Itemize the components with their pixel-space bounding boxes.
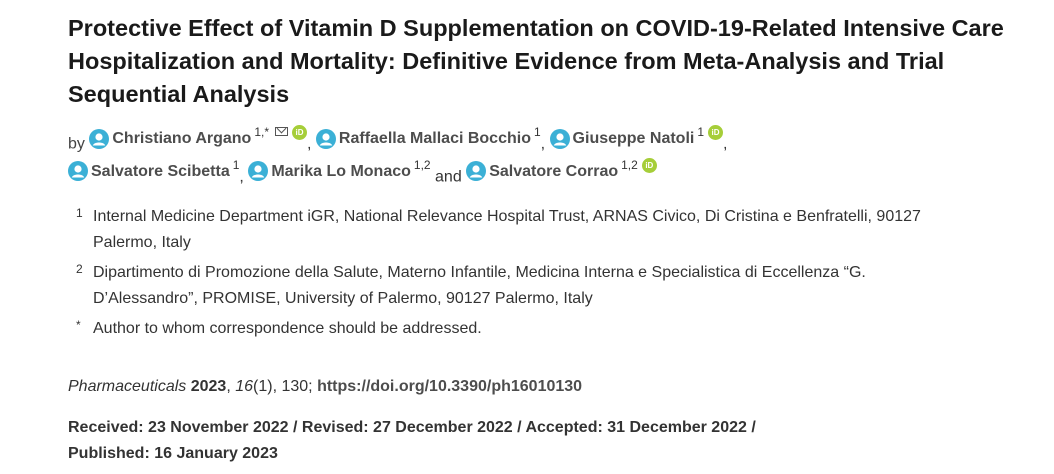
doi-link[interactable]: https://doi.org/10.3390/ph16010130: [317, 378, 583, 395]
affiliation-text: Author to whom correspondence should be …: [93, 320, 482, 337]
citation-year: 2023: [190, 378, 227, 395]
author-argano[interactable]: Christiano Argano 1,* iD: [89, 125, 308, 152]
affiliation-item: 1 Internal Medicine Department iGR, Nati…: [76, 204, 1008, 256]
affiliation-text: Internal Medicine Department iGR, Nation…: [93, 208, 921, 251]
dates-line-1: Received: 23 November 2022 / Revised: 27…: [68, 419, 756, 436]
publication-dates: Received: 23 November 2022 / Revised: 27…: [68, 415, 1008, 467]
author-name[interactable]: Salvatore Scibetta: [91, 162, 230, 180]
author-affil-sup: 1,2: [413, 157, 431, 172]
orcid-icon[interactable]: iD: [641, 157, 657, 173]
author-affil-sup: 1,*: [254, 125, 270, 139]
author-affil-sup: 1: [232, 157, 240, 172]
person-icon: [248, 161, 269, 181]
author-list: by Christiano Argano 1,* iD , Raffaella …: [68, 125, 1008, 190]
person-icon: [315, 128, 336, 149]
author-name[interactable]: Raffaella Mallaci Bocchio: [338, 130, 531, 147]
author-lo-monaco[interactable]: Marika Lo Monaco 1,2: [248, 158, 431, 185]
author-name[interactable]: Marika Lo Monaco: [271, 162, 411, 180]
affiliation-item: 2 Dipartimento di Promozione della Salut…: [76, 260, 1008, 312]
person-icon: [89, 128, 110, 149]
person-icon: [549, 128, 570, 149]
author-name[interactable]: Salvatore Corrao: [489, 162, 619, 180]
affiliation-number: 2: [76, 262, 83, 276]
citation-issue: (1): [253, 378, 273, 395]
citation: Pharmaceuticals 2023, 16(1), 130; https:…: [68, 378, 583, 395]
author-natoli[interactable]: Giuseppe Natoli 1 iD: [549, 125, 724, 152]
author-affil-sup: 1: [533, 125, 541, 139]
dates-line-2: Published: 16 January 2023: [68, 445, 278, 462]
person-icon: [466, 161, 487, 181]
affiliation-text: Dipartimento di Promozione della Salute,…: [93, 264, 866, 307]
author-scibetta[interactable]: Salvatore Scibetta 1: [68, 158, 239, 185]
author-affil-sup: 1,2: [621, 157, 638, 172]
author-name[interactable]: Christiano Argano: [112, 130, 252, 147]
affiliation-item: * Author to whom correspondence should b…: [76, 316, 1008, 342]
journal-name: Pharmaceuticals: [68, 378, 187, 395]
author-affil-sup: 1: [697, 125, 705, 139]
article-header: Protective Effect of Vitamin D Supplemen…: [68, 12, 1008, 467]
orcid-icon[interactable]: iD: [708, 125, 724, 140]
author-corrao[interactable]: Salvatore Corrao 1,2 iD: [466, 157, 657, 185]
article-title: Protective Effect of Vitamin D Supplemen…: [68, 15, 1004, 107]
person-icon: [68, 161, 88, 181]
citation-volume: 16: [235, 378, 254, 395]
author-name[interactable]: Giuseppe Natoli: [572, 130, 695, 147]
by-label: by: [68, 135, 85, 153]
orcid-icon[interactable]: iD: [292, 125, 308, 140]
mail-icon[interactable]: [275, 127, 289, 136]
and-label: and: [435, 168, 462, 185]
citation-pages: , 130;: [272, 378, 313, 395]
affiliation-number: *: [76, 318, 81, 332]
author-mallaci-bocchio[interactable]: Raffaella Mallaci Bocchio 1: [315, 125, 541, 152]
affiliation-number: 1: [76, 206, 83, 220]
affiliation-list: 1 Internal Medicine Department iGR, Nati…: [76, 204, 1008, 342]
